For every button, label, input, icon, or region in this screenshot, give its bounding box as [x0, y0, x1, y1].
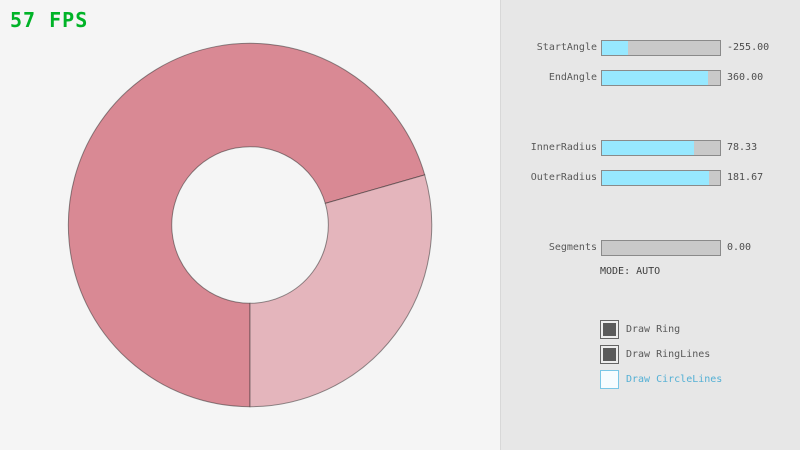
draw-circlelines-checkbox[interactable] — [600, 370, 619, 389]
draw-ring-checkbox[interactable] — [600, 320, 619, 339]
outer-radius-slider-fill — [602, 171, 710, 185]
start-angle-label: StartAngle — [536, 42, 597, 53]
end-angle-slider-fill — [602, 71, 709, 85]
inner-radius-slider-fill — [602, 141, 695, 155]
fps-counter: 57 FPS — [10, 8, 89, 32]
inner-radius-slider[interactable] — [601, 140, 721, 156]
ring-canvas — [67, 42, 433, 408]
inner-radius-label: InnerRadius — [530, 142, 597, 153]
segments-mode-text: MODE: AUTO — [600, 266, 661, 277]
inner-radius-value: 78.33 — [727, 142, 758, 153]
draw-circlelines-checkbox-label: Draw CircleLines — [626, 374, 723, 385]
draw-ringlines-checkbox-row: Draw RingLines — [600, 345, 760, 364]
draw-ring-checkbox-label: Draw Ring — [626, 324, 681, 335]
ring-sector-dark — [67, 42, 426, 408]
draw-ringlines-checkbox[interactable] — [600, 345, 619, 364]
end-angle-value: 360.00 — [727, 72, 764, 83]
end-angle-label: EndAngle — [548, 72, 597, 83]
draw-circlelines-checkbox-row: Draw CircleLines — [600, 370, 760, 389]
draw-ringlines-checkbox-label: Draw RingLines — [626, 349, 711, 360]
outer-radius-label: OuterRadius — [530, 172, 597, 183]
outer-radius-slider[interactable] — [601, 170, 721, 186]
segments-slider[interactable] — [601, 240, 721, 256]
segments-label: Segments — [548, 242, 597, 253]
end-angle-slider[interactable] — [601, 70, 721, 86]
draw-ring-checkbox-row: Draw Ring — [600, 320, 760, 339]
outer-radius-value: 181.67 — [727, 172, 764, 183]
ring-sector-light — [249, 174, 433, 408]
start-angle-value: -255.00 — [727, 42, 770, 53]
segments-value: 0.00 — [727, 242, 752, 253]
start-angle-slider-fill — [602, 41, 628, 55]
start-angle-slider[interactable] — [601, 40, 721, 56]
